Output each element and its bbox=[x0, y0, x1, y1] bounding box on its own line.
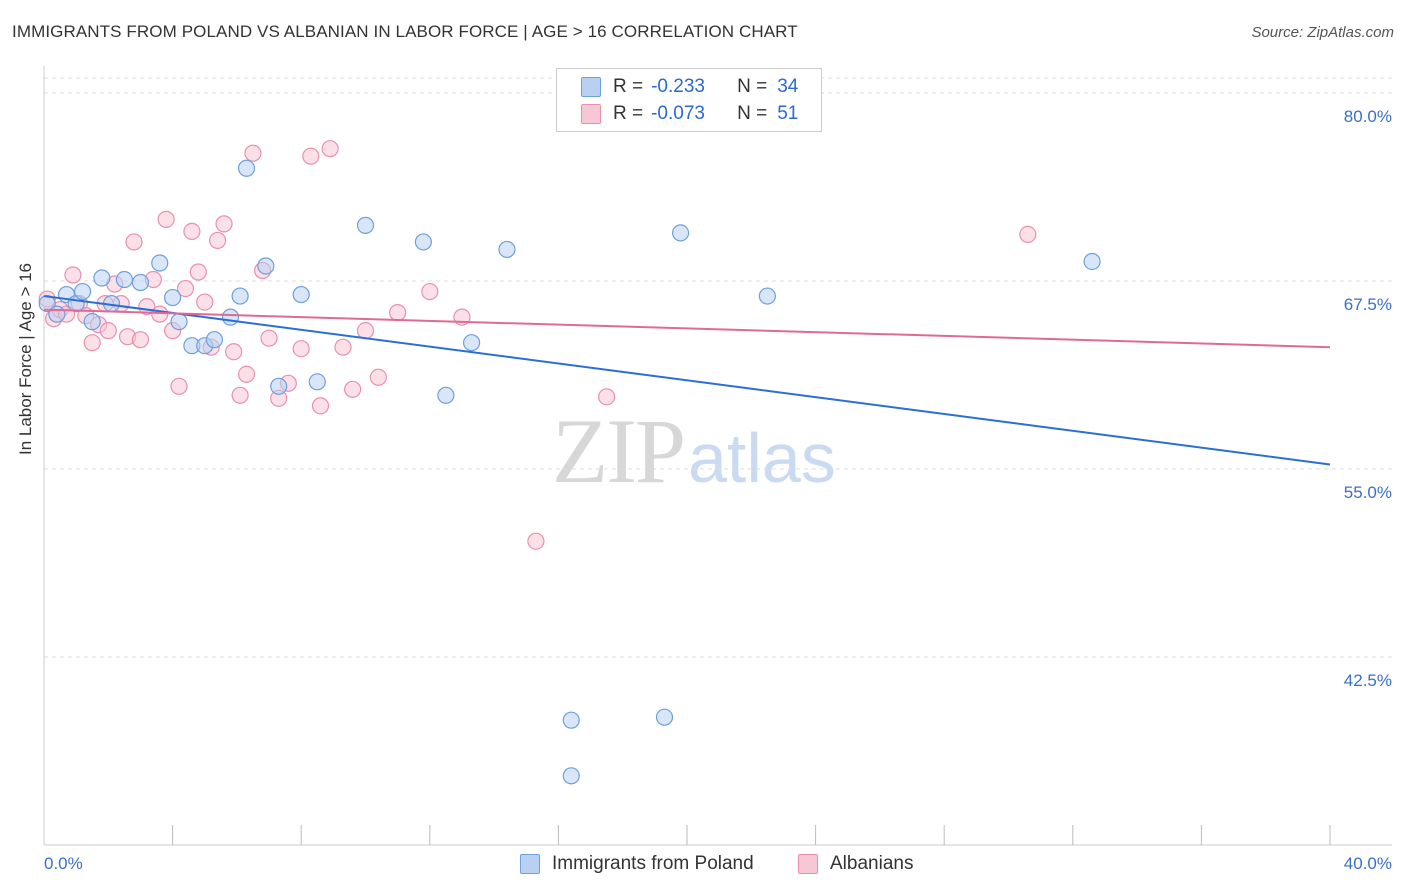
legend-n-value: 34 bbox=[777, 76, 799, 97]
albanian-point bbox=[260, 329, 278, 347]
poland-point bbox=[115, 270, 133, 289]
points-layer bbox=[38, 140, 1101, 785]
albanian-point bbox=[196, 293, 214, 311]
poland-trend-line bbox=[43, 295, 1331, 466]
albanian-point bbox=[131, 331, 150, 349]
albanian-point bbox=[527, 532, 545, 550]
poland-point bbox=[231, 287, 249, 305]
albanian-trend-line bbox=[43, 308, 1331, 349]
albanian-point bbox=[598, 388, 616, 406]
poland-point bbox=[83, 313, 101, 331]
y-tick-label: 80.0% bbox=[1344, 107, 1392, 126]
poland-point bbox=[131, 273, 150, 292]
poland-swatch bbox=[581, 77, 601, 97]
poland-point bbox=[562, 767, 580, 785]
poland-point bbox=[655, 708, 674, 726]
albanian-point bbox=[225, 343, 243, 361]
albanian-point bbox=[292, 340, 310, 358]
legend-n-label: N = bbox=[737, 76, 768, 97]
y-tick-label: 42.5% bbox=[1344, 671, 1392, 690]
poland-point bbox=[237, 159, 256, 177]
watermark-zip: ZIP bbox=[552, 400, 686, 502]
legend-row-poland: R = -0.233 N = 34 bbox=[581, 75, 798, 99]
poland-point bbox=[292, 285, 310, 304]
albanian-point bbox=[231, 386, 249, 404]
bottom-legend-poland: Immigrants from Poland bbox=[520, 852, 754, 876]
poland-point bbox=[308, 373, 326, 391]
albanian-point bbox=[125, 233, 143, 251]
albanian-point bbox=[237, 365, 256, 383]
albanian-point bbox=[369, 368, 387, 386]
legend-n-label: N = bbox=[737, 103, 768, 124]
poland-point bbox=[48, 305, 66, 323]
poland-point bbox=[73, 282, 92, 301]
albanian-legend-swatch bbox=[798, 854, 818, 874]
albanian-point bbox=[170, 377, 188, 395]
albanian-point bbox=[64, 266, 82, 284]
albanian-point bbox=[321, 140, 339, 158]
poland-point bbox=[562, 711, 580, 729]
poland-legend-label: Immigrants from Poland bbox=[552, 853, 754, 874]
bottom-legend-albanian: Albanians bbox=[798, 852, 913, 876]
poland-point bbox=[221, 308, 240, 326]
poland-point bbox=[671, 224, 690, 242]
poland-point bbox=[758, 287, 776, 305]
albanian-point bbox=[99, 322, 117, 340]
poland-point bbox=[356, 216, 375, 234]
x-tick-label: 0.0% bbox=[44, 854, 83, 873]
poland-point bbox=[93, 269, 111, 287]
poland-point bbox=[498, 240, 516, 259]
albanian-point bbox=[215, 215, 233, 233]
legend-r-label: R = bbox=[613, 76, 644, 97]
x-tick-label: 40.0% bbox=[1344, 854, 1392, 873]
albanian-point bbox=[421, 282, 439, 301]
albanian-point bbox=[344, 380, 362, 398]
tick-label-layer: 42.5% 55.0% 67.5% 80.0% 0.0% 40.0% bbox=[44, 107, 1392, 873]
legend-r-value: -0.073 bbox=[651, 103, 705, 124]
albanian-point bbox=[389, 304, 407, 322]
y-axis-label: In Labor Force | Age > 16 bbox=[16, 262, 35, 455]
albanian-point bbox=[189, 263, 207, 281]
axis-layer bbox=[43, 66, 1392, 846]
poland-point bbox=[270, 377, 288, 395]
legend-r-value: -0.233 bbox=[651, 76, 705, 97]
poland-legend-swatch bbox=[520, 854, 540, 874]
albanian-point bbox=[209, 231, 227, 250]
albanian-swatch bbox=[581, 104, 601, 124]
legend-row-albanian: R = -0.073 N = 51 bbox=[581, 102, 798, 126]
albanian-legend-label: Albanians bbox=[830, 853, 914, 874]
chart-title: IMMIGRANTS FROM POLAND VS ALBANIAN IN LA… bbox=[12, 22, 798, 41]
albanian-point bbox=[334, 338, 352, 356]
poland-point bbox=[164, 288, 182, 307]
source-label: Source: ZipAtlas.com bbox=[1251, 24, 1394, 41]
poland-point bbox=[462, 334, 481, 352]
watermark-atlas: atlas bbox=[688, 419, 836, 497]
correlation-legend: R = -0.233 N = 34 R = -0.073 N = 51 bbox=[556, 68, 822, 132]
watermark: ZIPatlas bbox=[552, 398, 836, 504]
albanian-point bbox=[83, 334, 101, 352]
poland-point bbox=[151, 254, 169, 272]
albanian-point bbox=[244, 144, 262, 162]
albanian-point bbox=[157, 210, 175, 228]
albanian-point bbox=[311, 397, 330, 415]
poland-point bbox=[437, 386, 455, 404]
albanian-point bbox=[356, 322, 375, 340]
albanian-point bbox=[302, 147, 320, 165]
poland-point bbox=[257, 257, 275, 275]
legend-n-value: 51 bbox=[777, 103, 799, 124]
legend-r-label: R = bbox=[613, 103, 644, 124]
poland-point bbox=[170, 313, 188, 331]
y-tick-label: 67.5% bbox=[1344, 295, 1392, 314]
albanian-point bbox=[1019, 225, 1037, 244]
y-tick-label: 55.0% bbox=[1344, 483, 1392, 502]
albanian-point bbox=[176, 279, 195, 298]
poland-point bbox=[1083, 252, 1101, 271]
albanian-point bbox=[183, 222, 201, 240]
trend-layer bbox=[43, 295, 1331, 466]
poland-point bbox=[205, 331, 223, 349]
poland-point bbox=[414, 233, 432, 251]
